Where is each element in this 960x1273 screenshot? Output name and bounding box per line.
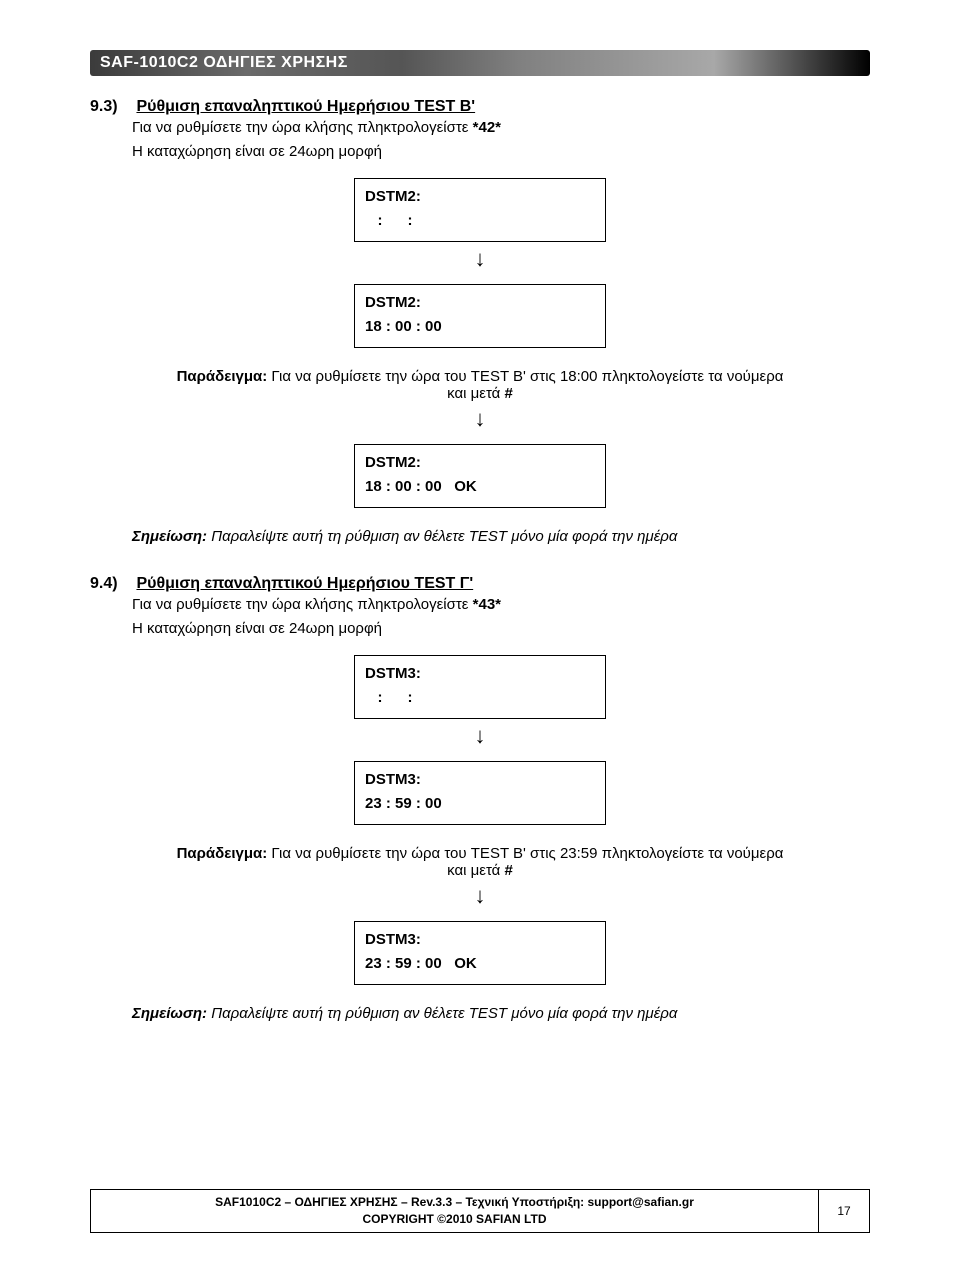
lcd-display-box: DSTM2: : :: [354, 178, 606, 242]
lcd-line: DSTM2:: [365, 451, 595, 475]
page: SAF-1010C2 ΟΔΗΓΙΕΣ ΧΡΗΣΗΣ 9.3) Ρύθμιση ε…: [0, 0, 960, 1273]
key-code: *43*: [473, 596, 501, 613]
lcd-line: DSTM3:: [365, 662, 595, 686]
example-block: Παράδειγμα: Για να ρυθμίσετε την ώρα του…: [90, 845, 870, 879]
lcd-line: DSTM2:: [365, 185, 595, 209]
page-header-bar: SAF-1010C2 ΟΔΗΓΙΕΣ ΧΡΗΣΗΣ: [90, 50, 870, 76]
section-body: Για να ρυθμίσετε την ώρα κλήσης πληκτρολ…: [132, 116, 870, 164]
key-hash: #: [505, 385, 513, 402]
example-text: και μετά: [447, 862, 504, 879]
page-footer: SAF1010C2 – ΟΔΗΓΙΕΣ ΧΡΗΣΗΣ – Rev.3.3 – Τ…: [90, 1189, 870, 1233]
lcd-line: DSTM3:: [365, 928, 595, 952]
key-code: *42*: [473, 119, 501, 136]
lcd-line: DSTM2:: [365, 291, 595, 315]
lcd-display-box: DSTM3: 23 : 59 : 00 OK: [354, 921, 606, 985]
example-block: Παράδειγμα: Για να ρυθμίσετε την ώρα του…: [90, 368, 870, 402]
section-number: 9.3): [90, 98, 132, 116]
down-arrow-icon: ↓: [90, 725, 870, 747]
lcd-display-box: DSTM2: 18 : 00 : 00 OK: [354, 444, 606, 508]
lcd-line: : :: [365, 686, 595, 710]
section-body: Για να ρυθμίσετε την ώρα κλήσης πληκτρολ…: [132, 593, 870, 641]
page-number: 17: [818, 1190, 869, 1232]
note-label: Σημείωση:: [132, 528, 207, 545]
down-arrow-icon: ↓: [90, 408, 870, 430]
note-block: Σημείωση: Παραλείψτε αυτή τη ρύθμιση αν …: [132, 528, 870, 545]
section-title: Ρύθμιση επαναληπτικού Ημερήσιου TEST Γ': [136, 575, 473, 592]
instruction-text: Για να ρυθμίσετε την ώρα κλήσης πληκτρολ…: [132, 596, 473, 613]
example-text: Για να ρυθμίσετε την ώρα του TEST Β' στι…: [271, 845, 783, 862]
footer-line: SAF1010C2 – ΟΔΗΓΙΕΣ ΧΡΗΣΗΣ – Rev.3.3 – Τ…: [215, 1195, 694, 1209]
example-text: και μετά: [447, 385, 504, 402]
lcd-line: 23 : 59 : 00 OK: [365, 952, 595, 976]
key-hash: #: [505, 862, 513, 879]
down-arrow-icon: ↓: [90, 248, 870, 270]
instruction-text: Η καταχώρηση είναι σε 24ωρη μορφή: [132, 143, 382, 160]
instruction-text: Η καταχώρηση είναι σε 24ωρη μορφή: [132, 620, 382, 637]
example-label: Παράδειγμα:: [177, 368, 268, 385]
note-text: Παραλείψτε αυτή τη ρύθμιση αν θέλετε TES…: [211, 528, 677, 545]
section-9-4: 9.4) Ρύθμιση επαναληπτικού Ημερήσιου TES…: [90, 575, 870, 1022]
section-title: Ρύθμιση επαναληπτικού Ημερήσιου TEST Β': [136, 98, 475, 115]
lcd-line: DSTM3:: [365, 768, 595, 792]
down-arrow-icon: ↓: [90, 885, 870, 907]
note-text: Παραλείψτε αυτή τη ρύθμιση αν θέλετε TES…: [211, 1005, 677, 1022]
example-label: Παράδειγμα:: [177, 845, 268, 862]
footer-line: COPYRIGHT ©2010 SAFIAN LTD: [363, 1212, 547, 1226]
footer-text: SAF1010C2 – ΟΔΗΓΙΕΣ ΧΡΗΣΗΣ – Rev.3.3 – Τ…: [91, 1190, 818, 1232]
lcd-line: 23 : 59 : 00: [365, 792, 595, 816]
lcd-line: 18 : 00 : 00 OK: [365, 475, 595, 499]
section-number: 9.4): [90, 575, 132, 593]
example-text: Για να ρυθμίσετε την ώρα του TEST Β' στι…: [271, 368, 783, 385]
instruction-text: Για να ρυθμίσετε την ώρα κλήσης πληκτρολ…: [132, 119, 473, 136]
lcd-display-box: DSTM3: : :: [354, 655, 606, 719]
lcd-line: : :: [365, 209, 595, 233]
note-label: Σημείωση:: [132, 1005, 207, 1022]
lcd-line: 18 : 00 : 00: [365, 315, 595, 339]
lcd-display-box: DSTM2: 18 : 00 : 00: [354, 284, 606, 348]
section-9-3: 9.3) Ρύθμιση επαναληπτικού Ημερήσιου TES…: [90, 98, 870, 545]
lcd-display-box: DSTM3: 23 : 59 : 00: [354, 761, 606, 825]
note-block: Σημείωση: Παραλείψτε αυτή τη ρύθμιση αν …: [132, 1005, 870, 1022]
